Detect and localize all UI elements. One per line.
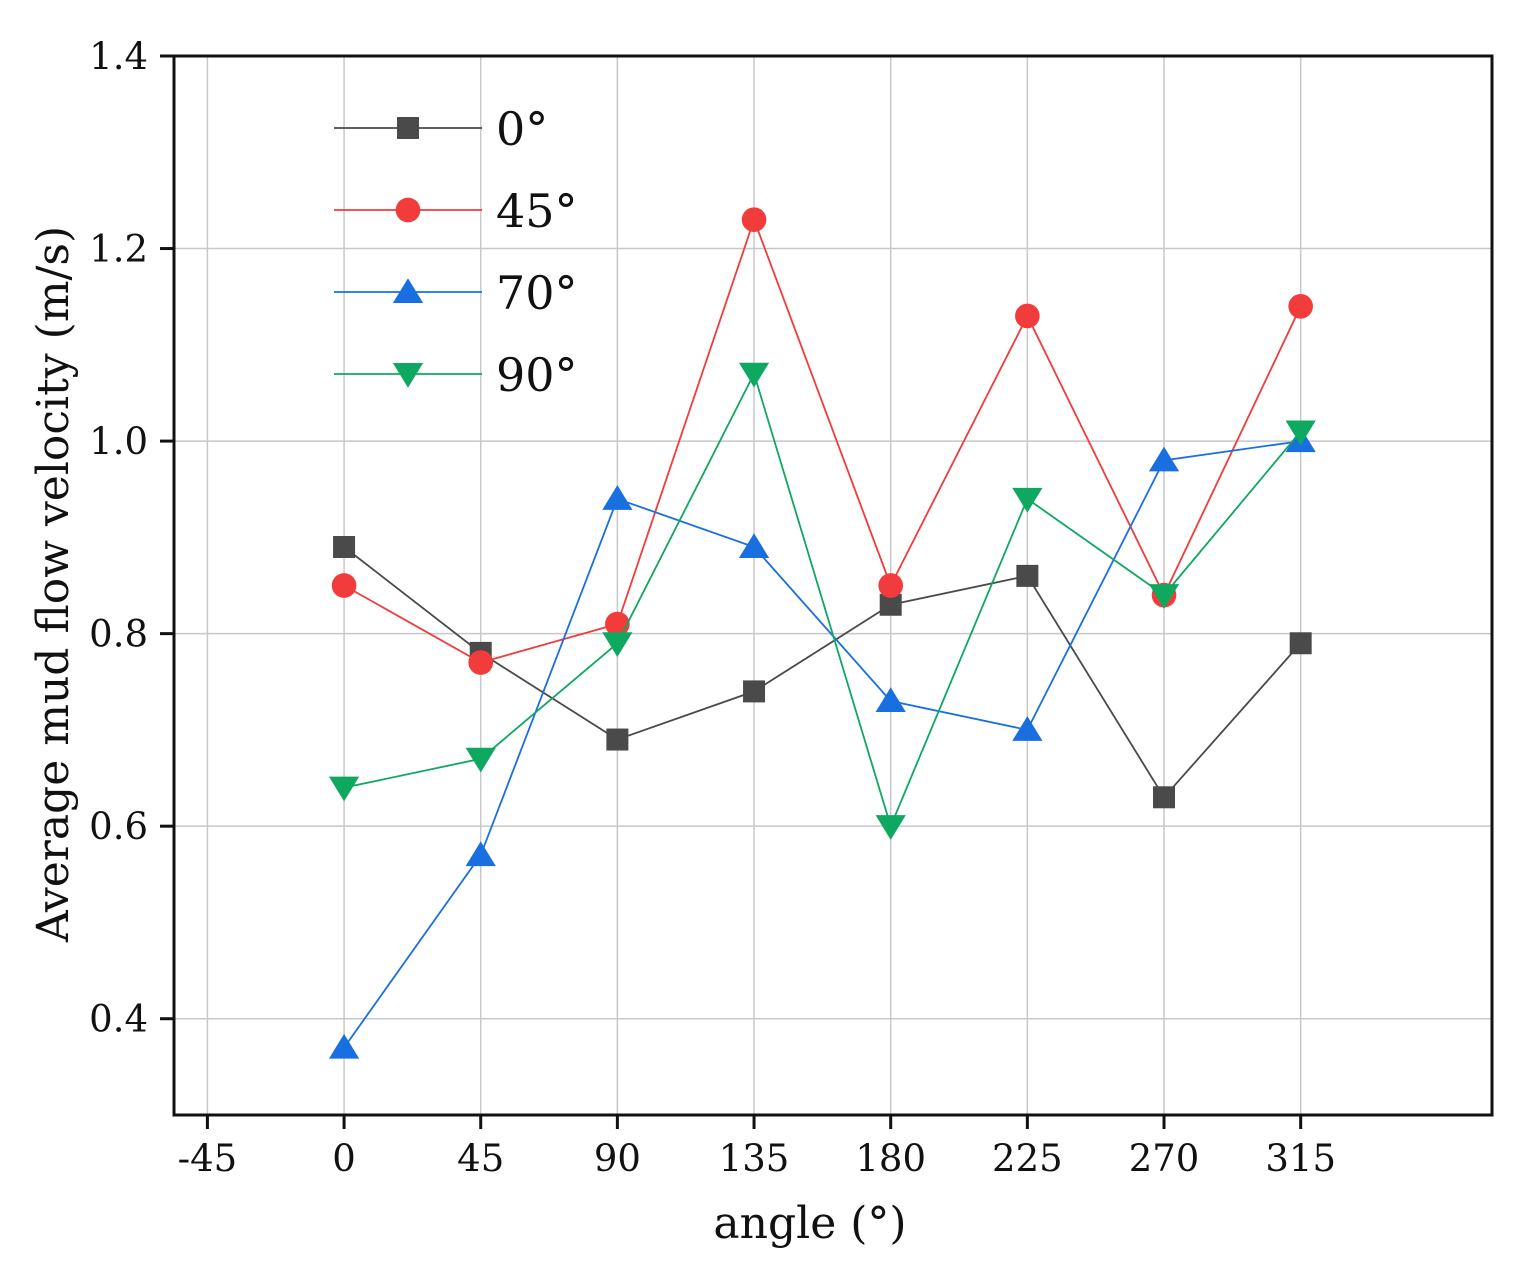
data-point: [331, 573, 357, 598]
data-point: [878, 573, 904, 598]
x-tick-label: -45: [178, 1137, 238, 1180]
legend: 0° 45° 70° 90°: [334, 102, 578, 402]
data-point: [1285, 420, 1316, 446]
y-tick-label: 1.2: [89, 228, 148, 271]
data-point: [1148, 446, 1180, 472]
series-layer: [328, 207, 1316, 1059]
data-point: [1016, 564, 1039, 587]
legend-item: 70°: [334, 266, 578, 320]
axes: -45 0 45 90 135 180 225 270 315 0.4 0.6 0.8 1.0 1.2 1.…: [89, 35, 1494, 1180]
x-tick-label: 135: [719, 1137, 790, 1180]
data-point: [875, 815, 906, 840]
legend-marker: [392, 278, 424, 303]
data-point: [465, 747, 496, 773]
legend-item: 45°: [334, 184, 578, 238]
legend-item: 90°: [334, 348, 578, 402]
legend-label: 90°: [496, 348, 578, 402]
legend-label: 0°: [496, 102, 548, 156]
data-point: [1015, 303, 1040, 329]
legend-item: 0°: [334, 102, 548, 156]
legend-label: 45°: [496, 184, 578, 238]
x-tick-label: 270: [1129, 1137, 1200, 1180]
data-point: [1012, 487, 1043, 513]
y-tick-label: 1.4: [89, 35, 148, 78]
y-tick-label: 0.6: [89, 805, 148, 848]
data-point: [602, 632, 633, 658]
data-point: [1012, 716, 1043, 741]
legend-marker: [395, 197, 421, 223]
y-tick-label: 0.8: [89, 613, 148, 656]
y-tick-label: 0.4: [89, 998, 148, 1041]
data-point: [741, 207, 767, 232]
data-point: [743, 680, 766, 703]
data-point: [738, 362, 770, 388]
x-tick-label: 0: [332, 1137, 356, 1180]
series-line: [343, 371, 1302, 829]
series-1: [331, 207, 1313, 675]
data-point: [465, 841, 496, 867]
data-point: [602, 485, 633, 510]
legend-label: 70°: [496, 266, 578, 320]
series-2: [328, 427, 1316, 1059]
data-point: [606, 728, 629, 751]
plot-frame: [172, 54, 1494, 1117]
data-point: [875, 687, 906, 713]
data-point: [879, 593, 902, 616]
x-tick-label: 90: [594, 1137, 641, 1180]
y-axis-title: Average mud flow velocity (m/s): [28, 226, 79, 943]
x-tick-label: 315: [1265, 1137, 1336, 1180]
data-point: [1288, 293, 1313, 319]
data-point: [1153, 786, 1176, 809]
legend-marker: [392, 363, 424, 388]
series-line: [343, 546, 1302, 799]
x-axis-title: angle (°): [713, 1198, 906, 1249]
data-point: [1148, 584, 1180, 609]
x-tick-label: 45: [457, 1137, 504, 1180]
data-point: [328, 1033, 360, 1059]
x-tick-label: 225: [992, 1137, 1063, 1180]
series-line: [343, 216, 1302, 664]
data-point: [328, 776, 360, 802]
data-point: [333, 535, 356, 558]
x-tick-label: 180: [855, 1137, 926, 1180]
data-point: [1289, 632, 1312, 655]
data-point: [738, 533, 770, 558]
y-tick-label: 1.0: [89, 420, 148, 463]
data-point: [468, 650, 494, 675]
legend-marker: [397, 117, 419, 139]
series-3: [328, 362, 1316, 840]
series-line: [343, 440, 1301, 1049]
